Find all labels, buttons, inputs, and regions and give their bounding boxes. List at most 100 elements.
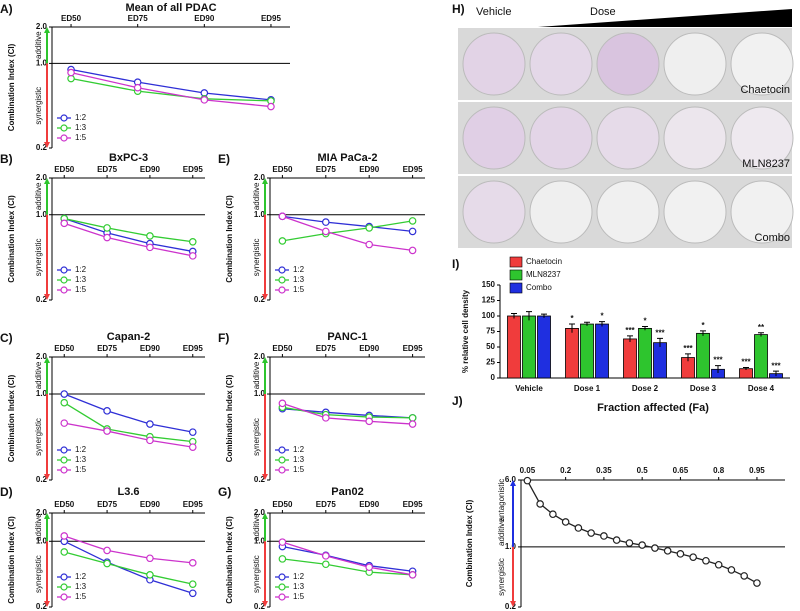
legend-marker — [60, 593, 68, 601]
error-bar — [541, 313, 547, 318]
series-line — [282, 545, 413, 572]
x-tick-label: ED75 — [128, 14, 149, 23]
point — [200, 96, 209, 104]
y-tick-label: 1.0 — [505, 542, 517, 551]
chart-title: Fraction affected (Fa) — [597, 402, 709, 414]
point — [60, 548, 69, 556]
y-tick-label: 0.2 — [36, 475, 48, 484]
x-tick-label: ED95 — [403, 344, 424, 353]
y-tick-label: 2.0 — [254, 508, 266, 517]
point — [278, 399, 287, 408]
arrow-head — [44, 601, 50, 607]
series-line — [64, 217, 193, 243]
x-tick-label: 0.05 — [520, 466, 536, 475]
point — [278, 237, 287, 245]
well — [529, 180, 593, 244]
point — [60, 419, 69, 427]
series-line — [64, 422, 193, 448]
legend-marker — [278, 446, 286, 454]
series-line — [526, 480, 758, 584]
x-tick-label: ED75 — [97, 500, 118, 509]
y-tick-label: 0.2 — [36, 295, 48, 304]
error-bar — [743, 366, 749, 370]
significance-label: * — [701, 321, 705, 330]
wells — [462, 32, 794, 244]
axis-annotation: synergistic — [497, 558, 506, 596]
series-line — [64, 217, 193, 253]
y-tick-label: 2.0 — [36, 22, 48, 31]
error-bar — [657, 337, 663, 347]
point — [612, 536, 621, 544]
x-tick-label: ED50 — [54, 344, 75, 353]
well — [529, 106, 593, 170]
legend-marker — [60, 456, 68, 464]
legend-label: Combo — [526, 283, 552, 292]
point — [365, 240, 374, 249]
x-tick-label: 0.2 — [560, 466, 572, 475]
error-bar — [627, 335, 633, 343]
point — [321, 227, 330, 236]
y-tick-label: 2.0 — [36, 352, 48, 361]
bar — [754, 334, 768, 379]
legend-marker — [60, 446, 68, 454]
point — [408, 414, 417, 422]
well — [663, 180, 727, 244]
y-tick-label: 2.0 — [36, 508, 48, 517]
well — [663, 106, 727, 170]
axis-annotation: additive — [34, 361, 43, 389]
legend-marker — [60, 124, 68, 132]
bar — [522, 315, 536, 379]
x-tick-label: 0.65 — [673, 466, 689, 475]
error-bar — [700, 330, 706, 336]
legend-label: 1:2 — [75, 572, 87, 581]
point — [740, 572, 748, 580]
point — [651, 544, 659, 552]
point — [600, 532, 608, 540]
bar — [739, 368, 753, 379]
arrow-head — [262, 357, 268, 363]
arrow-head — [44, 294, 50, 300]
plate-panel: H) Vehicle Dose Chaetocin MLN8237 Combo — [452, 2, 794, 248]
y-tick-label: 25 — [486, 358, 495, 367]
bar — [653, 342, 667, 379]
point — [278, 212, 287, 221]
legend-label: MLN8237 — [526, 270, 561, 279]
y-tick-label: 1.0 — [36, 389, 48, 398]
bar — [595, 323, 609, 379]
x-tick-label: ED75 — [97, 344, 118, 353]
well — [462, 180, 526, 244]
x-tick-label: ED90 — [359, 344, 380, 353]
significance-label: *** — [713, 356, 723, 365]
y-tick-label: 50 — [486, 342, 495, 351]
point — [146, 232, 154, 240]
x-tick-label: ED90 — [359, 165, 380, 174]
legend-label: 1:5 — [75, 592, 87, 601]
point — [188, 580, 197, 588]
axis-annotation: synergistic — [252, 238, 261, 276]
legend-marker — [278, 276, 286, 284]
y-tick-label: 0.2 — [36, 602, 48, 611]
y-tick-label: 125 — [482, 296, 496, 305]
legend-label: 1:2 — [293, 265, 305, 274]
legend-label: 1:5 — [293, 285, 305, 294]
legend-label: 1:5 — [75, 465, 87, 474]
x-tick-label: ED95 — [403, 165, 424, 174]
x-tick-label: ED90 — [140, 500, 161, 509]
panel-letter: B) — [0, 152, 13, 166]
axis-annotation: synergistic — [34, 418, 43, 456]
chart-title: Mean of all PDAC — [125, 2, 216, 14]
axis-annotation: additive — [497, 518, 506, 546]
y-axis-label: % relative cell density — [461, 289, 470, 373]
point — [267, 102, 275, 111]
legend-label: 1:3 — [75, 582, 87, 591]
series-line — [282, 215, 413, 252]
x-tick-label: ED50 — [61, 14, 82, 23]
y-tick-label: 1.0 — [36, 59, 48, 68]
y-axis-label: Combination Index (CI) — [7, 516, 16, 604]
error-bar — [599, 321, 605, 327]
y-tick-label: 0.2 — [254, 295, 266, 304]
x-tick-label: Dose 3 — [690, 384, 717, 393]
point — [188, 443, 197, 451]
